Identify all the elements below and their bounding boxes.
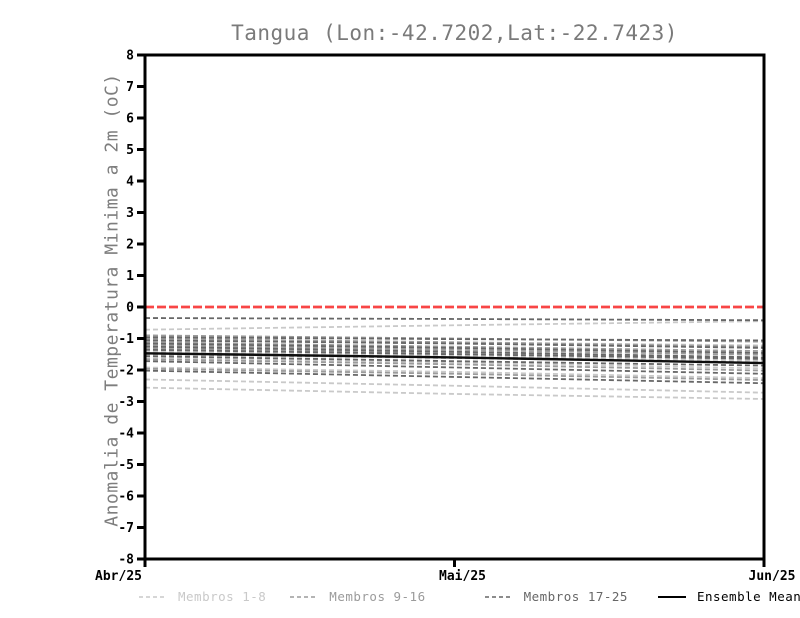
- y-tick-label: 0: [126, 301, 134, 316]
- y-tick-label: 3: [126, 206, 134, 221]
- legend-label: Membros 1-8: [178, 589, 267, 604]
- y-tick-label: -7: [118, 521, 134, 536]
- member-line-11: [144, 341, 765, 352]
- legend-swatch-line: [484, 595, 513, 598]
- legend-label: Membros 9-16: [329, 589, 426, 604]
- legend-swatch-line: [139, 595, 167, 598]
- legend-entry: Ensemble Mean: [657, 589, 800, 604]
- y-tick-label: 1: [126, 269, 134, 284]
- y-tick-label: -6: [118, 490, 134, 505]
- member-line-7: [144, 378, 765, 394]
- legend: Membros 1-8 Membros 9-16 Membros 17-25 Ense…: [138, 589, 800, 604]
- member-line-23: [144, 355, 765, 367]
- member-line-6: [144, 366, 765, 380]
- member-line-22: [144, 348, 765, 360]
- x-tick-label: Abr/25: [95, 569, 142, 584]
- y-tick-label: -5: [118, 458, 134, 473]
- y-tick-label: 6: [126, 112, 134, 127]
- y-tick-label: 8: [126, 49, 134, 64]
- y-tick-label: 2: [126, 238, 134, 253]
- member-line-1: [144, 320, 765, 331]
- member-line-17: [144, 317, 765, 322]
- member-line-16: [144, 367, 765, 381]
- y-tick-label: -8: [118, 553, 134, 568]
- x-tick-label: Mai/25: [439, 569, 486, 584]
- legend-swatch-line: [290, 595, 319, 598]
- y-tick-label: -1: [118, 332, 134, 347]
- ensemble-mean-line: [144, 352, 765, 365]
- member-line-19: [144, 339, 765, 349]
- x-tick-label: Jun/25: [749, 569, 796, 584]
- y-tick-label: 4: [126, 175, 134, 190]
- chart-title: Tangua (Lon:-42.7202,Lat:-22.7423): [231, 21, 678, 45]
- member-line-4: [144, 350, 765, 362]
- member-line-18: [144, 336, 765, 342]
- y-tick-label: -2: [118, 364, 134, 379]
- legend-entry: Membros 9-16: [289, 589, 425, 604]
- member-line-10: [144, 337, 765, 348]
- member-line-15: [144, 358, 765, 372]
- legend-label: Membros 17-25: [523, 589, 628, 604]
- member-line-20: [144, 342, 765, 354]
- member-line-5: [144, 357, 765, 370]
- member-line-8: [144, 386, 765, 400]
- y-tick-label: 5: [126, 143, 134, 158]
- y-tick-label: 7: [126, 80, 134, 95]
- legend-entry: Membros 1-8: [138, 589, 266, 604]
- member-line-25: [144, 369, 765, 385]
- y-tick-label: -4: [118, 427, 134, 442]
- member-line-21: [144, 345, 765, 359]
- y-tick-label: -3: [118, 395, 134, 410]
- legend-swatch-line: [657, 595, 686, 598]
- member-line-24: [144, 360, 765, 375]
- legend-label: Ensemble Mean: [696, 589, 800, 604]
- legend-entry: Membros 17-25: [484, 589, 628, 604]
- member-line-12: [144, 344, 765, 356]
